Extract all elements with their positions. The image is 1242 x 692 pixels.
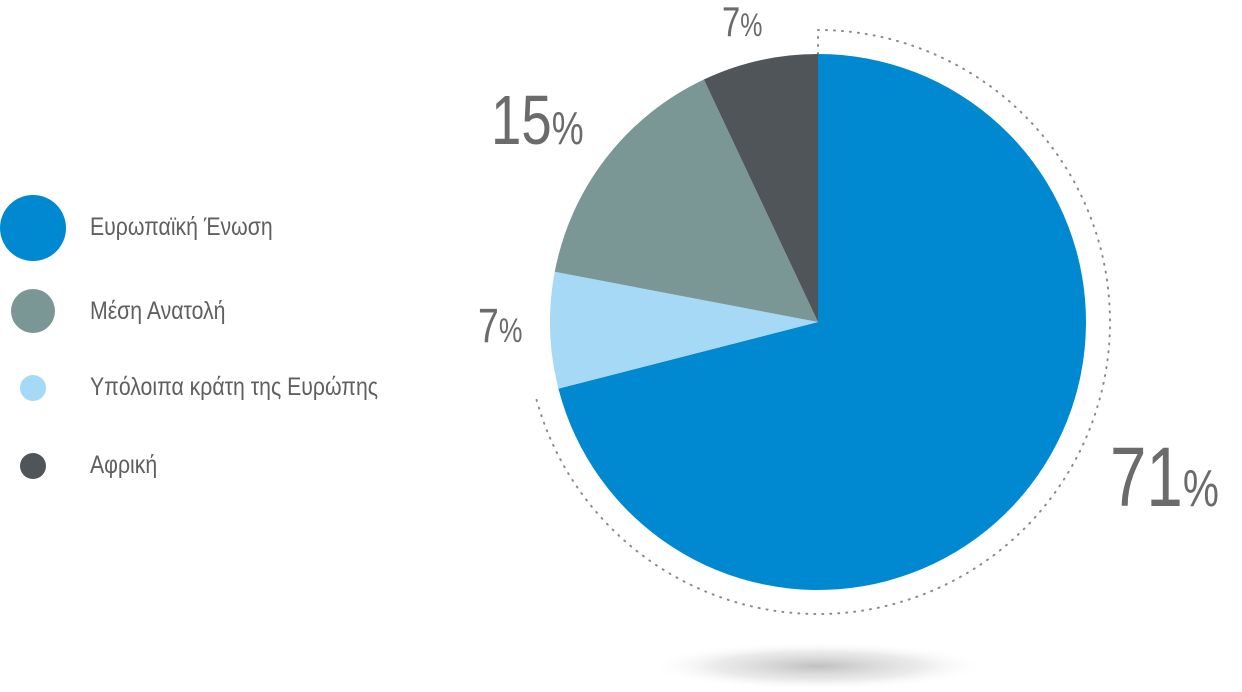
outer-dotted-arc (534, 29, 1111, 615)
legend-swatch-rest-europe (20, 375, 46, 401)
legend: Ευρωπαϊκή Ένωση Μέση Ανατολή Υπόλοιπα κρ… (0, 0, 460, 692)
legend-swatch-africa (20, 453, 46, 479)
legend-label-africa: Αφρική (90, 451, 158, 479)
legend-swatch-middle-east (11, 289, 55, 333)
value-label-middle-east: 15% (491, 82, 584, 160)
slice-africa (703, 54, 818, 322)
legend-swatch-eu (0, 195, 66, 261)
slice-rest-europe (550, 271, 818, 389)
legend-label-rest-europe: Υπόλοιπα κράτη της Ευρώπης (90, 373, 379, 401)
value-label-eu: 71% (1110, 430, 1219, 524)
pie-slices (550, 54, 1087, 590)
value-label-africa: 7% (722, 0, 762, 45)
pie-value-labels: 71% 15% 7% 7% (478, 0, 1219, 524)
slice-eu (558, 54, 1087, 590)
legend-label-eu: Ευρωπαϊκή Ένωση (90, 213, 273, 241)
legend-label-middle-east: Μέση Ανατολή (90, 297, 226, 325)
value-label-rest-europe: 7% (478, 300, 522, 354)
pie-shadow (648, 642, 988, 690)
slice-middle-east (554, 79, 818, 322)
